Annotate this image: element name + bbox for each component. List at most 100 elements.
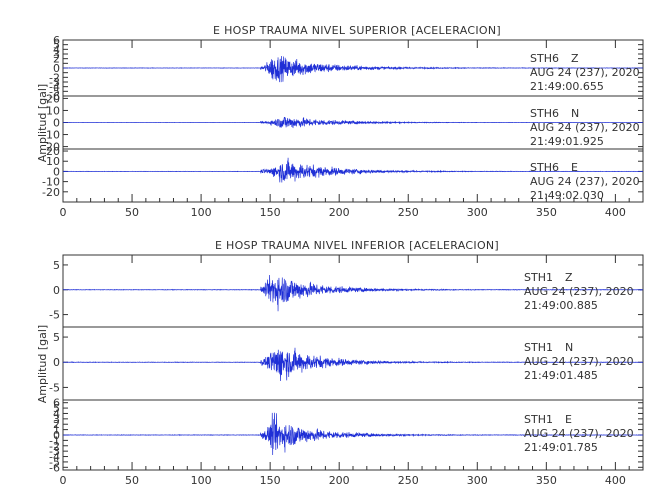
- y-tick-label: 0: [53, 284, 60, 297]
- ylabel-inferior: Amplitud [gal]: [36, 325, 49, 403]
- x-tick-label: 350: [536, 206, 557, 219]
- station-label: STH1 Z: [524, 271, 573, 284]
- y-tick-label: 0: [53, 62, 60, 75]
- x-tick-label: 150: [260, 474, 281, 487]
- y-tick-label: 1: [53, 424, 60, 437]
- x-tick-label: 300: [467, 206, 488, 219]
- x-tick-label: 400: [605, 206, 626, 219]
- date-label: AUG 24 (237), 2020: [530, 175, 640, 188]
- y-tick-label: 2: [53, 418, 60, 431]
- x-tick-label: 250: [398, 474, 419, 487]
- y-tick-label: 4: [53, 407, 60, 420]
- time-label: 21:49:01.485: [524, 369, 598, 382]
- title-inferior: E HOSP TRAUMA NIVEL INFERIOR [ACELERACIO…: [215, 239, 499, 252]
- trace-sth6-z: [62, 55, 644, 83]
- station-label: STH6 N: [530, 107, 579, 120]
- y-tick-label: -6: [49, 90, 60, 103]
- y-tick-label: 5: [53, 259, 60, 272]
- time-label: 21:49:00.885: [524, 299, 598, 312]
- y-tick-label: -6: [49, 461, 60, 474]
- title-superior: E HOSP TRAUMA NIVEL SUPERIOR [ACELERACIO…: [213, 24, 501, 37]
- panel-sth1-z: 5 0 -5 STH1 Z AUG 24 (237), 2020 21:49:00.8…: [49, 254, 644, 328]
- y-tick-label: 2: [53, 53, 60, 66]
- y-tick-label: 3: [53, 48, 60, 61]
- x-tick-label: 200: [329, 206, 350, 219]
- trace-sth1-z: [62, 274, 643, 312]
- x-tick-label: 0: [60, 206, 67, 219]
- y-tick-label: 0: [53, 165, 60, 178]
- x-tick-label: 50: [125, 474, 139, 487]
- y-tick-label: 5: [53, 39, 60, 52]
- x-tick-label: 0: [60, 474, 67, 487]
- y-tick-label: -2: [49, 440, 60, 453]
- y-tick-label: 0: [53, 429, 60, 442]
- date-label: AUG 24 (237), 2020: [524, 427, 634, 440]
- date-label: AUG 24 (237), 2020: [524, 285, 634, 298]
- date-label: AUG 24 (237), 2020: [524, 355, 634, 368]
- y-tick-label: -4: [49, 451, 60, 464]
- y-tick-label: -1: [49, 434, 60, 447]
- x-tick-label: 200: [329, 474, 350, 487]
- x-tick-label: 50: [125, 206, 139, 219]
- trace-sth6-n: [62, 116, 644, 129]
- y-tick-label: 5: [53, 331, 60, 344]
- trace-sth1-e: [62, 412, 644, 455]
- y-tick-label: 0: [53, 117, 60, 130]
- y-tick-label: -5: [49, 309, 60, 322]
- date-label: AUG 24 (237), 2020: [530, 66, 640, 79]
- group-inferior: E HOSP TRAUMA NIVEL INFERIOR [ACELERACIO…: [36, 239, 644, 487]
- x-tick-label: 400: [605, 474, 626, 487]
- y-tick-label: 6: [53, 397, 60, 410]
- station-label: STH6 E: [530, 161, 578, 174]
- y-tick-label: 20: [46, 141, 60, 154]
- x-tick-label: 250: [398, 206, 419, 219]
- time-label: 21:49:00.655: [530, 80, 604, 93]
- y-tick-label: -10: [42, 176, 60, 189]
- y-tick-label: -3: [49, 76, 60, 89]
- y-tick-label: -5: [49, 456, 60, 469]
- y-tick-label: -20: [42, 186, 60, 199]
- x-tick-label: 150: [260, 206, 281, 219]
- y-tick-label: -2: [49, 71, 60, 84]
- panel-sth1-n: 5 0 -5 STH1 N AUG 24 (237), 2020 21:49:01.4…: [49, 326, 644, 401]
- trace-sth1-n: [62, 347, 644, 381]
- time-label: 21:49:02.030: [530, 189, 604, 202]
- x-tick-label: 100: [191, 474, 212, 487]
- y-tick-label: 10: [46, 104, 60, 117]
- y-tick-label: -5: [49, 381, 60, 394]
- y-tick-label: 4: [53, 43, 60, 56]
- ylabel-superior: Amplitud [gal]: [36, 84, 49, 162]
- time-label: 21:49:01.925: [530, 135, 604, 148]
- x-tick-label: 350: [536, 474, 557, 487]
- station-label: STH6 Z: [530, 52, 579, 65]
- station-label: STH1 N: [524, 341, 573, 354]
- station-label: STH1 E: [524, 413, 572, 426]
- y-tick-label: 10: [46, 129, 60, 142]
- y-tick-label: -4: [49, 81, 60, 94]
- y-tick-label: 10: [46, 155, 60, 168]
- y-tick-label: -3: [49, 445, 60, 458]
- time-label: 21:49:01.785: [524, 441, 598, 454]
- x-axis-superior: 0 50 100 150 200 250 300 350 400: [60, 40, 630, 219]
- x-axis-inferior: 0 50 100 150 200 250 300 350 400: [60, 255, 630, 487]
- y-tick-label: 6: [53, 34, 60, 47]
- trace-sth6-e: [62, 157, 644, 183]
- group-superior: E HOSP TRAUMA NIVEL SUPERIOR [ACELERACIO…: [36, 24, 644, 219]
- y-tick-label: 3: [53, 413, 60, 426]
- x-tick-label: 100: [191, 206, 212, 219]
- y-tick-label: 0: [53, 356, 60, 369]
- y-tick-label: 5: [53, 402, 60, 415]
- x-tick-label: 300: [467, 474, 488, 487]
- date-label: AUG 24 (237), 2020: [530, 121, 640, 134]
- y-tick-label: -5: [49, 85, 60, 98]
- y-tick-label: 20: [46, 145, 60, 158]
